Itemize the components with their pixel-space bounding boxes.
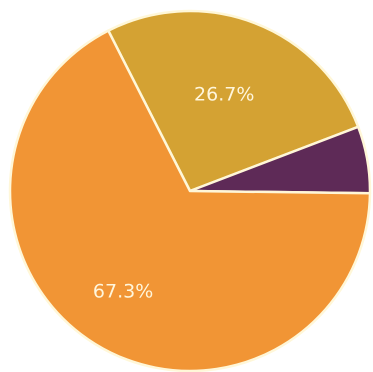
pie-slice-2 <box>8 29 372 372</box>
pie-slice-label-2: 67.3% <box>93 280 153 302</box>
pie-slice-0 <box>107 9 360 193</box>
pie-slice-label-0: 26.7% <box>194 83 254 105</box>
